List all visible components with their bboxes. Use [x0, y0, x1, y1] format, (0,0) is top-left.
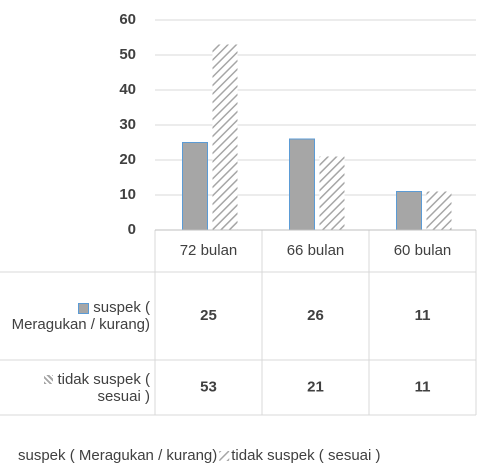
y-tick-label: 50 [119, 46, 136, 63]
bar [212, 44, 238, 230]
y-tick-label: 60 [119, 11, 136, 28]
legend-icon [44, 375, 54, 385]
table-value: 11 [415, 378, 431, 395]
table-value: 25 [200, 307, 217, 324]
legend-label: suspek ( Meragukan / kurang) [18, 447, 217, 464]
table-value: 26 [307, 307, 324, 324]
bar [426, 191, 452, 230]
bar [182, 142, 208, 231]
bar [319, 156, 345, 230]
legend-swatch [219, 451, 230, 461]
y-tick-label: 10 [119, 186, 136, 203]
table-value: 53 [200, 378, 217, 395]
bar [396, 191, 422, 231]
row-label-box: suspek ( Meragukan / kurang) [4, 299, 150, 333]
y-tick-label: 20 [119, 151, 136, 168]
y-tick-label: 30 [119, 116, 136, 133]
category-label: 66 bulan [287, 242, 345, 259]
row-label-text: suspek ( Meragukan / kurang) [11, 299, 150, 333]
bar [289, 138, 315, 231]
y-tick-label: 40 [119, 81, 136, 98]
table-row-label: suspek ( Meragukan / kurang) [4, 272, 150, 360]
row-label-box: tidak suspek ( sesuai ) [4, 371, 150, 405]
table-row-label: tidak suspek ( sesuai ) [4, 360, 150, 415]
legend-label: tidak suspek ( sesuai ) [231, 447, 380, 464]
y-tick-label: 0 [128, 221, 136, 238]
table-value: 21 [307, 378, 324, 395]
table-value: 11 [415, 307, 431, 324]
legend-icon [78, 302, 90, 314]
row-label-text: tidak suspek ( sesuai ) [57, 370, 150, 405]
category-label: 72 bulan [180, 242, 238, 259]
category-label: 60 bulan [394, 242, 452, 259]
